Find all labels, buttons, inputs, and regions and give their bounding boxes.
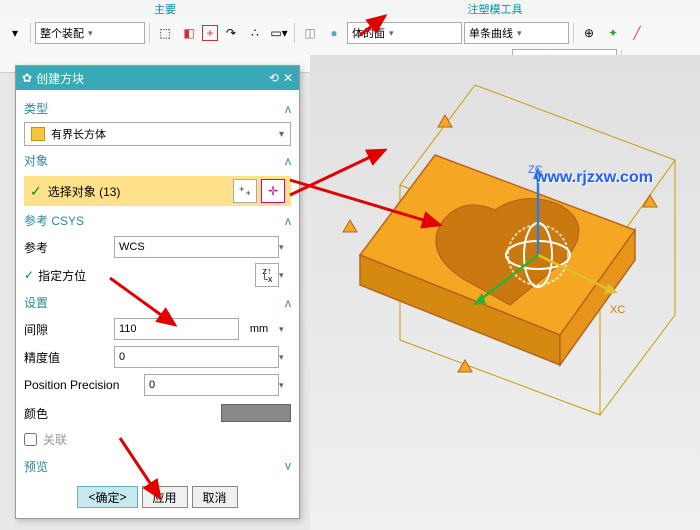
select-object-row[interactable]: ✓ 选择对象 (13) ⁺₊ ✛ xyxy=(24,176,291,206)
create-block-panel: ✿ 创建方块 ⟲ ✕ 类型ʌ 有界长方体 对象ʌ ✓ 选择对象 (13) ⁺₊ … xyxy=(15,65,300,519)
csys-icon-button[interactable]: z↑└x xyxy=(255,263,279,287)
tool-c-icon[interactable]: ╱ xyxy=(626,22,648,44)
clearance-input[interactable]: 110 xyxy=(114,318,239,340)
panel-header[interactable]: ✿ 创建方块 ⟲ ✕ xyxy=(16,66,299,90)
face-dropdown[interactable]: 体的面 xyxy=(347,22,462,44)
curve-dropdown[interactable]: 单条曲线 xyxy=(464,22,569,44)
apply-button[interactable]: 应用 xyxy=(142,486,188,508)
type-select[interactable]: 有界长方体 xyxy=(24,122,291,146)
xc-axis-label: XC xyxy=(610,304,625,316)
color-row: 颜色 xyxy=(24,400,291,426)
filter-icon[interactable]: ⬚ xyxy=(154,22,176,44)
button-row: < 确定 > 应用 取消 xyxy=(24,478,291,510)
color-filter-icon[interactable]: ◧ xyxy=(178,22,200,44)
precision-input[interactable]: 0 xyxy=(114,346,279,368)
tab-row: 主要 注塑模工具 xyxy=(0,0,700,18)
precision-row: 精度值 0 ▾ xyxy=(24,344,291,370)
3d-model: ZC XC xyxy=(310,55,700,530)
reference-row: 参考 WCS ▾ xyxy=(24,234,291,260)
section-csys[interactable]: 参考 CSYSʌ xyxy=(24,210,291,232)
rect-icon[interactable]: ▭▾ xyxy=(268,22,290,44)
3d-viewport[interactable]: ZC XC www.rjzxw.com xyxy=(310,55,700,530)
clearance-row: 间隙 110 mm ▾ xyxy=(24,316,291,342)
reset-icon[interactable]: ⟲ xyxy=(269,71,279,85)
dropdown-icon[interactable]: ▾ xyxy=(4,22,26,44)
orientation-row: ✓ 指定方位 z↑└x ▾ xyxy=(24,262,291,288)
assoc-row[interactable]: 关联 xyxy=(24,428,291,450)
close-icon[interactable]: ✕ xyxy=(283,71,293,85)
watermark-text: www.rjzxw.com xyxy=(535,169,653,187)
cuboid-icon xyxy=(31,127,45,141)
sel-target-button[interactable]: ✛ xyxy=(261,179,285,203)
ok-button[interactable]: < 确定 > xyxy=(77,486,137,508)
assoc-checkbox[interactable] xyxy=(24,433,37,446)
curve-icon[interactable]: ↷ xyxy=(220,22,242,44)
tool-a-icon[interactable]: ⊕ xyxy=(578,22,600,44)
point-icon[interactable]: ∴ xyxy=(244,22,266,44)
color-swatch[interactable] xyxy=(221,404,291,422)
panel-title: 创建方块 xyxy=(36,70,84,87)
section-preview[interactable]: 预览ʌ xyxy=(24,456,291,478)
tool-row-1: ▾ 整个装配 ⬚ ◧ + ↷ ∴ ▭▾ ◫ ● 体的面 单条曲线 ⊕ ✦ ╱ xyxy=(0,18,700,48)
tab-mold[interactable]: 注塑模工具 xyxy=(330,1,660,17)
layer-icon[interactable]: + xyxy=(202,25,218,41)
section-object[interactable]: 对象ʌ xyxy=(24,150,291,172)
sel-add-button[interactable]: ⁺₊ xyxy=(233,179,257,203)
pos-precision-input[interactable]: 0 xyxy=(144,374,279,396)
tool-b-icon[interactable]: ✦ xyxy=(602,22,624,44)
reference-select[interactable]: WCS xyxy=(114,236,279,258)
gear-icon: ✿ xyxy=(22,71,32,85)
box-icon[interactable]: ◫ xyxy=(299,22,321,44)
tab-main[interactable]: 主要 xyxy=(0,1,330,17)
cancel-button[interactable]: 取消 xyxy=(192,486,238,508)
section-type[interactable]: 类型ʌ xyxy=(24,98,291,120)
assembly-dropdown[interactable]: 整个装配 xyxy=(35,22,145,44)
check-icon: ✓ xyxy=(30,183,42,200)
pos-precision-row: Position Precision 0 ▾ xyxy=(24,372,291,398)
section-settings[interactable]: 设置ʌ xyxy=(24,292,291,314)
check-icon: ✓ xyxy=(24,268,34,282)
sphere-icon[interactable]: ● xyxy=(323,22,345,44)
